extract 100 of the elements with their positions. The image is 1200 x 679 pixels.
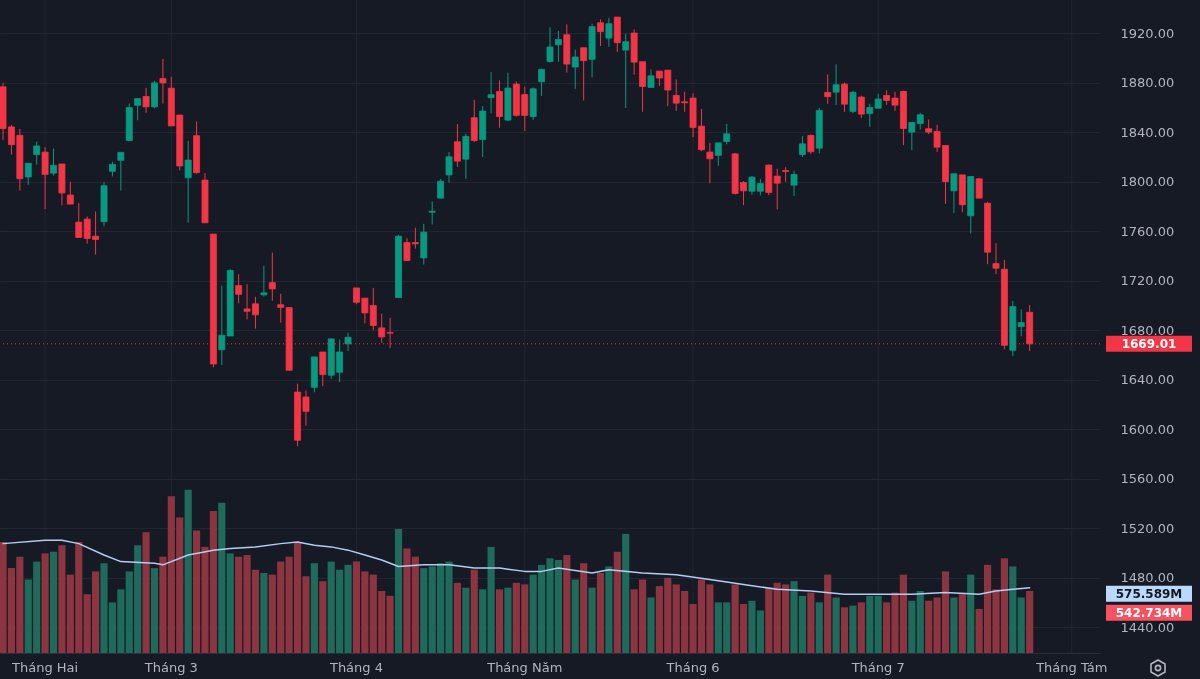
bar: [453, 582, 462, 653]
ref-line-label: 1669.01: [1121, 336, 1177, 351]
bar: [596, 573, 605, 653]
bar: [470, 569, 478, 653]
y-tick-label: 1760.00: [1120, 223, 1175, 239]
candlestick: [807, 133, 815, 155]
y-tick-label: 1880.00: [1120, 75, 1175, 91]
candlestick: [714, 142, 722, 167]
bar: [479, 589, 487, 653]
candlestick: [487, 71, 495, 114]
candlestick: [832, 63, 840, 106]
bar: [420, 568, 428, 653]
bar: [622, 533, 630, 653]
y-tick-label: 1440.00: [1120, 619, 1175, 635]
y-tick-label: 1840.00: [1120, 124, 1175, 140]
y-tick-label: 1600.00: [1120, 421, 1175, 437]
y-tick-label: 1520.00: [1120, 520, 1175, 536]
bar: [908, 600, 916, 653]
candlestick: [50, 147, 57, 177]
candlestick: [554, 30, 562, 63]
bar: [866, 595, 874, 653]
y-tick-label: 1640.00: [1120, 372, 1175, 388]
candlestick: [723, 123, 731, 145]
bar: [840, 607, 849, 653]
bar: [310, 563, 318, 653]
bar: [849, 605, 857, 653]
bar: [462, 587, 470, 653]
bar: [226, 553, 234, 653]
bar: [184, 489, 192, 653]
bar: [1017, 597, 1025, 653]
bar: [967, 574, 975, 653]
x-tick-label: Tháng Năm: [486, 659, 563, 675]
candlestick: [470, 99, 478, 143]
x-tick-label: Tháng Hai: [11, 659, 79, 675]
bar: [386, 595, 394, 653]
candlestick: [773, 168, 781, 210]
y-tick-label: 1720.00: [1120, 273, 1175, 289]
bar: [495, 589, 504, 653]
candlestick: [571, 49, 579, 90]
candlestick: [824, 73, 832, 105]
bar: [504, 587, 512, 653]
x-tick-label: Tháng Tám: [1035, 659, 1108, 675]
bar: [1009, 566, 1017, 653]
bar: [925, 600, 933, 653]
candlestick: [597, 18, 604, 47]
bar: [807, 592, 815, 653]
bar: [150, 568, 159, 653]
x-tick-label: Tháng 6: [665, 659, 720, 675]
bar: [41, 553, 49, 653]
candlestick: [33, 141, 41, 165]
candlestick: [790, 170, 798, 197]
y-tick-label: 1800.00: [1120, 174, 1175, 190]
y-tick-label: 1920.00: [1120, 25, 1175, 41]
candlestick: [151, 80, 158, 109]
candlestick: [134, 98, 142, 121]
bar: [874, 595, 882, 653]
bar: [588, 587, 596, 653]
bar: [824, 574, 832, 653]
candlestick: [580, 47, 588, 101]
candlestick: [706, 142, 714, 184]
bar: [916, 590, 924, 653]
candlestick: [428, 200, 436, 225]
candlestick: [218, 285, 226, 366]
candlestick: [866, 103, 874, 128]
candlestick: [184, 140, 192, 224]
candlestick: [647, 68, 655, 88]
bar: [857, 602, 865, 653]
bar: [958, 594, 966, 653]
candlestick: [260, 265, 268, 298]
candlestick: [841, 81, 848, 113]
candlestick: [268, 252, 276, 302]
x-tick-label: Tháng 7: [850, 659, 905, 675]
bar: [487, 546, 495, 653]
candlestick: [24, 162, 32, 186]
bar: [613, 551, 621, 653]
candlestick: [950, 173, 958, 214]
candlestick: [462, 133, 470, 180]
text: 575.589M: [1115, 586, 1183, 601]
bar: [1026, 590, 1034, 653]
x-tick-label: Tháng 3: [143, 659, 198, 675]
bar: [765, 587, 773, 653]
bar: [142, 532, 150, 653]
bar: [580, 563, 588, 653]
y-tick-label: 1680.00: [1120, 322, 1175, 338]
candlestick: [159, 58, 167, 105]
candlestick: [344, 332, 352, 352]
bar: [394, 528, 403, 653]
candlestick: [142, 87, 150, 114]
bar: [159, 556, 167, 653]
bar: [605, 566, 613, 653]
bar: [218, 502, 226, 653]
candlestick: [538, 68, 546, 97]
candlestick: [445, 151, 453, 184]
bar: [647, 597, 655, 653]
candlestick: [41, 146, 49, 210]
bar: [950, 597, 958, 653]
text: 542.734M: [1115, 605, 1183, 620]
x-tick-label: Tháng 4: [328, 659, 383, 675]
bar: [49, 551, 58, 653]
candlestick: [117, 151, 125, 191]
